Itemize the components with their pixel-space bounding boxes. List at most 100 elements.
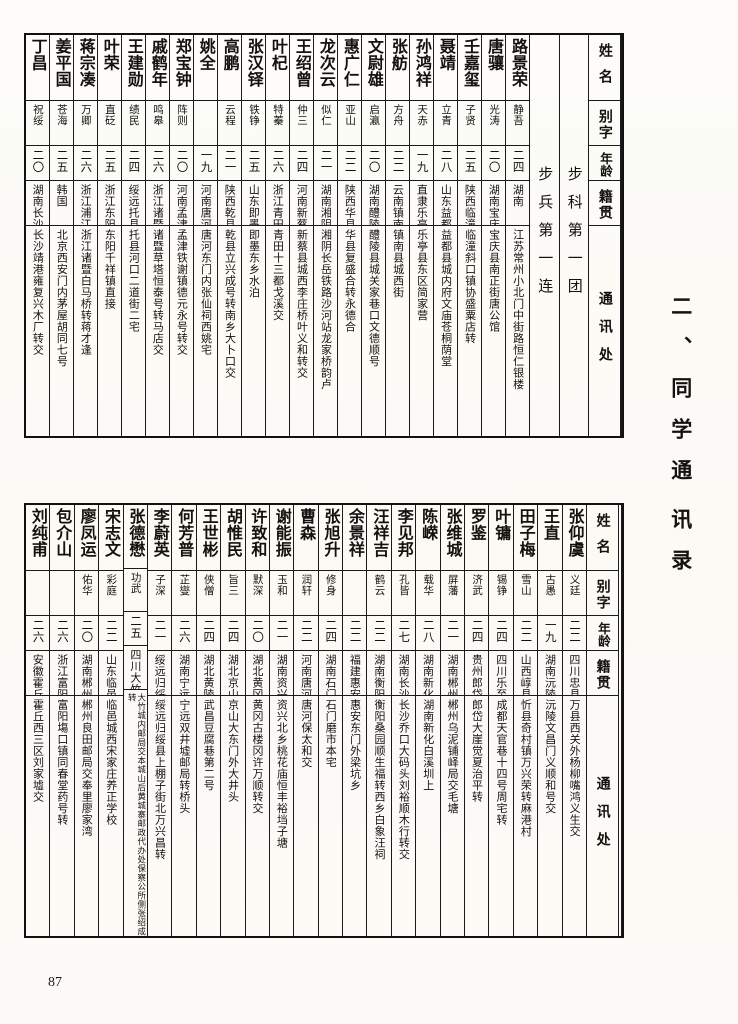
entry-alias: 孔皆 bbox=[391, 571, 416, 616]
entry-age: 二〇 bbox=[26, 146, 50, 181]
student-directory-table-bottom: 刘纯甫 二六 安徽霍丘 霍丘西三区刘家墟交 包介山 二六 浙江富阳 富阳塲口镇同春堂药号转 廖凤… bbox=[24, 503, 624, 938]
entry-age-text: 二五 bbox=[129, 615, 144, 640]
entry-address-text: 孟津铁谢镇德元永号转交 bbox=[175, 229, 189, 356]
entry-address-text: 浙江诸暨白马桥转蒋才逢 bbox=[79, 229, 93, 356]
entry-native-place: 湖南宁远 bbox=[172, 651, 196, 696]
section-title-text-a: 二、同学通 bbox=[668, 295, 693, 500]
entry-native-place-text: 陕西华县 bbox=[343, 184, 357, 226]
entry-native-place-text: 云南镇南 bbox=[391, 184, 405, 226]
row-header-address: 通讯处 bbox=[589, 226, 620, 436]
entry-name-text: 姜平国 bbox=[52, 38, 72, 88]
entry-address-text: 郴州乌泥铺峄局交毛塘 bbox=[446, 699, 460, 814]
directory-entry-column: 何芳普 芷燮 二六 湖南宁远 宁远双井墟邮局转桥头 bbox=[172, 505, 197, 936]
directory-entry-column: 唐骧 光涛 二〇 湖南宝庆 宝庆县南正街唐公馆 bbox=[482, 35, 507, 436]
entry-name-text: 李见邦 bbox=[394, 508, 414, 558]
directory-entry-column: 戚鹤年 鸣皋 二六 浙江诸暨 诸暨草塔恒泰号转马店交 bbox=[146, 35, 171, 436]
entry-name-text: 叶杞 bbox=[268, 38, 288, 71]
entry-address: 成都天官巷十四号周宅转 bbox=[489, 696, 512, 936]
entry-name: 汪祥吉 bbox=[367, 505, 391, 571]
entry-native-place: 四川忠县 bbox=[562, 651, 586, 696]
entry-alias: 子深 bbox=[147, 571, 172, 616]
entry-native-place: 湖南衡阳 bbox=[367, 651, 391, 696]
entry-age-text: 一九 bbox=[543, 619, 558, 643]
entry-native-place: 四川大竹 bbox=[123, 646, 147, 690]
entry-address: 唐河东门内张仙祠西姚宅 bbox=[194, 226, 217, 436]
entry-alias: 立青 bbox=[434, 101, 458, 146]
directory-entry-column: 刘纯甫 二六 安徽霍丘 霍丘西三区刘家墟交 bbox=[26, 505, 51, 936]
entry-age-text: 二六 bbox=[31, 619, 46, 643]
entry-native-place-text: 浙江东阳 bbox=[103, 184, 117, 226]
entry-address: 乐亭县东区简家营 bbox=[410, 226, 433, 436]
entry-name-text: 张德懋 bbox=[126, 508, 146, 558]
entry-address: 资兴北乡桃花庙恒丰裕垱子塘 bbox=[270, 696, 293, 936]
entry-address: 宁远双井墟邮局转桥头 bbox=[172, 696, 195, 936]
entry-age: 二五 bbox=[458, 146, 482, 181]
entry-alias: 静吾 bbox=[506, 101, 530, 146]
entry-name-text: 罗鉴 bbox=[467, 508, 487, 541]
entry-age: 二二 bbox=[562, 616, 586, 651]
entry-address-text: 即墨东乡水泊 bbox=[247, 229, 261, 298]
entry-native-place: 韩国 bbox=[50, 181, 74, 226]
entry-age-text: 二七 bbox=[397, 619, 412, 643]
entry-alias: 润轩 bbox=[294, 571, 318, 616]
entry-native-place-text: 福建惠安 bbox=[348, 654, 362, 696]
entry-native-place: 陕西华县 bbox=[338, 181, 362, 226]
entry-alias: 特蓁 bbox=[266, 101, 290, 146]
entry-age-text: 二四 bbox=[127, 149, 142, 173]
entry-alias-text: 孔皆 bbox=[397, 574, 410, 596]
entry-name: 孙鸿祥 bbox=[410, 35, 434, 101]
entry-address-text: 成都天官巷十四号周宅转 bbox=[494, 699, 508, 826]
entry-address-text: 沅陵文昌门义顺和号交 bbox=[543, 699, 557, 814]
entry-name: 路景荣 bbox=[506, 35, 530, 101]
entry-name: 刘纯甫 bbox=[26, 505, 50, 571]
entry-name-text: 丁昌 bbox=[28, 38, 48, 71]
entry-address: 惠安东门外梁坑乡 bbox=[343, 696, 366, 936]
entry-name-text: 刘纯甫 bbox=[28, 508, 48, 558]
entry-address-text: 武昌豆腐巷第二号 bbox=[202, 699, 216, 791]
entry-native-place: 湖南郴州 bbox=[74, 651, 99, 696]
directory-entry-column: 汪祥吉 鹤云 二二 湖南衡阳 衡阳桑园顺生福转西乡白象汪祠 bbox=[367, 505, 392, 936]
directory-entry-column: 宋志文 彩庭 二二 山东临邑 临邑城西宋家庄养正学校 bbox=[99, 505, 124, 936]
entry-age-text: 二〇 bbox=[251, 619, 266, 643]
entry-native-place: 山西崞县 bbox=[513, 651, 538, 696]
entry-name-text: 龙次云 bbox=[316, 38, 336, 88]
entry-alias: 仲三 bbox=[290, 101, 314, 146]
entry-address: 沅陵文昌门义顺和号交 bbox=[538, 696, 561, 936]
entry-native-place-text: 湖北黄陵 bbox=[202, 654, 216, 696]
entry-alias-text: 方舟 bbox=[392, 104, 405, 126]
entry-name: 谢能振 bbox=[269, 505, 294, 571]
entry-name-text: 壬嘉玺 bbox=[460, 38, 480, 88]
entry-name-text: 张仰虞 bbox=[565, 508, 585, 558]
entry-age-text: 二〇 bbox=[31, 149, 46, 173]
directory-entry-column: 许致和 默深 二〇 湖北黄冈 黄冈古楼冈许万顺转交 bbox=[245, 505, 270, 936]
directory-entry-column: 李见邦 孔皆 二七 湖南长沙 长沙乔口大码头刘裕顺木行转交 bbox=[391, 505, 417, 936]
entry-alias-text: 侠僧 bbox=[202, 574, 215, 596]
section-title-upper: 二、同学通 bbox=[650, 295, 710, 500]
entry-address: 忻县奇村镇万兴荣转麻港村 bbox=[514, 696, 537, 936]
entry-name: 高鹏 bbox=[218, 35, 242, 101]
row-header-column: 姓名 别字 年龄 籍贯 通讯处 bbox=[589, 35, 621, 436]
entry-name-text: 包介山 bbox=[53, 508, 73, 558]
entry-name-text: 戚鹤年 bbox=[148, 38, 168, 88]
entry-name: 张维城 bbox=[440, 505, 465, 571]
directory-entry-column: 李蔚英 子深 二一 绥远归绥 绥远归绥县上棚子街北万兴昌转 bbox=[147, 505, 173, 936]
entry-age: 二二 bbox=[294, 616, 318, 651]
entry-native-place: 福建惠安 bbox=[343, 651, 367, 696]
entry-name: 张德懋 bbox=[123, 505, 147, 569]
row-header-age: 年龄 bbox=[586, 616, 618, 651]
entry-age-text: 二五 bbox=[55, 149, 70, 173]
entry-age-text: 二〇 bbox=[175, 149, 190, 173]
entry-alias: 载华 bbox=[416, 571, 440, 616]
entry-age: 二〇 bbox=[74, 616, 99, 651]
entry-name-text: 文尉雄 bbox=[364, 38, 384, 88]
entry-alias-text: 润轩 bbox=[300, 574, 313, 596]
entry-address-text: 大竹城内邮局交本城山后黄城寨邮政代办处保察公所侧张绍成转 bbox=[126, 692, 146, 936]
entry-address: 醴陵县城关家巷口文德顺号 bbox=[362, 226, 385, 436]
entry-alias-text: 立青 bbox=[440, 104, 453, 126]
entry-name: 罗鉴 bbox=[465, 505, 489, 571]
entry-native-place: 湖南石门 bbox=[318, 651, 343, 696]
entry-name-text: 蒋宗凑 bbox=[76, 38, 96, 88]
entry-age-text: 二六 bbox=[177, 619, 192, 643]
entry-native-place-text: 浙江浦江 bbox=[79, 184, 93, 226]
entry-alias-text: 子贤 bbox=[464, 104, 477, 126]
